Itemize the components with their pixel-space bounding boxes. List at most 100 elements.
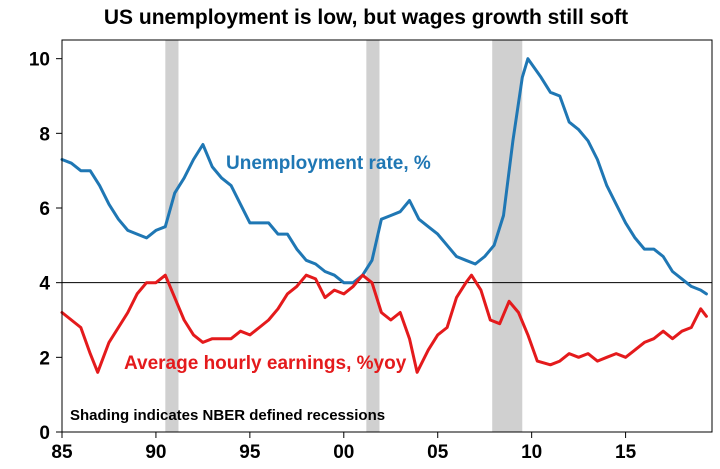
x-tick-label-95: 95 xyxy=(239,442,261,463)
data-point-earnings-69 xyxy=(705,315,708,318)
series-label-earnings: Average hourly earnings, %yoy xyxy=(124,353,407,374)
data-point-earnings-19 xyxy=(239,330,242,333)
data-point-unemployment-53 xyxy=(559,95,561,97)
data-point-unemployment-2 xyxy=(79,169,82,172)
data-point-unemployment-60 xyxy=(624,222,627,224)
data-point-earnings-9 xyxy=(145,281,148,284)
data-point-earnings-16 xyxy=(211,337,214,340)
data-point-unemployment-37 xyxy=(408,199,411,202)
data-point-unemployment-54 xyxy=(568,121,571,123)
data-point-unemployment-30 xyxy=(342,281,345,284)
data-point-unemployment-28 xyxy=(324,270,326,273)
data-point-earnings-1 xyxy=(70,319,73,321)
series-lines xyxy=(60,57,708,374)
data-point-earnings-62 xyxy=(643,341,646,344)
series-label-unemployment: Unemployment rate, % xyxy=(226,153,431,174)
x-tick-label-00: 00 xyxy=(333,442,354,463)
data-point-earnings-4 xyxy=(96,371,99,374)
data-point-unemployment-58 xyxy=(605,184,608,187)
data-point-earnings-60 xyxy=(624,356,627,359)
data-point-earnings-42 xyxy=(455,296,458,299)
data-point-earnings-52 xyxy=(549,364,552,366)
x-axis-ticks: 85 90 95 00 05 10 15 xyxy=(51,432,637,463)
data-point-unemployment-64 xyxy=(662,255,664,258)
data-point-earnings-3 xyxy=(89,352,91,355)
data-point-earnings-35 xyxy=(389,319,392,321)
data-point-unemployment-44 xyxy=(474,263,477,265)
data-point-earnings-50 xyxy=(527,334,529,336)
recession-note: Shading indicates NBER defined recession… xyxy=(70,407,385,424)
data-point-unemployment-3 xyxy=(89,169,91,172)
data-point-unemployment-49 xyxy=(521,76,524,79)
x-tick-label-90: 90 xyxy=(145,442,166,463)
data-point-unemployment-57 xyxy=(596,158,599,161)
y-tick-label-2: 2 xyxy=(39,348,50,369)
data-point-earnings-18 xyxy=(230,337,232,340)
data-point-unemployment-48 xyxy=(512,140,514,142)
data-point-earnings-68 xyxy=(699,308,702,310)
data-point-unemployment-16 xyxy=(211,166,214,168)
data-point-earnings-17 xyxy=(220,337,223,340)
recession-band-2 xyxy=(366,40,380,432)
data-point-earnings-15 xyxy=(202,341,204,344)
data-point-unemployment-17 xyxy=(220,177,223,179)
data-point-unemployment-63 xyxy=(652,248,655,250)
data-point-earnings-53 xyxy=(559,360,561,362)
data-point-unemployment-41 xyxy=(446,244,448,247)
data-point-earnings-65 xyxy=(671,337,674,340)
data-point-unemployment-69 xyxy=(705,293,708,295)
data-point-unemployment-68 xyxy=(699,289,702,291)
data-point-unemployment-42 xyxy=(455,255,458,258)
data-point-earnings-45 xyxy=(480,289,482,291)
data-point-earnings-11 xyxy=(164,274,167,277)
data-point-earnings-67 xyxy=(690,326,693,329)
data-point-earnings-10 xyxy=(155,281,157,284)
data-point-unemployment-7 xyxy=(126,229,129,232)
data-point-earnings-22 xyxy=(267,319,270,321)
data-point-earnings-6 xyxy=(117,326,120,329)
data-point-earnings-41 xyxy=(446,326,448,329)
data-point-unemployment-59 xyxy=(615,203,617,206)
data-point-unemployment-24 xyxy=(286,233,289,235)
data-point-unemployment-47 xyxy=(502,214,505,217)
data-point-earnings-57 xyxy=(596,360,599,362)
data-point-earnings-25 xyxy=(296,285,298,288)
data-point-earnings-26 xyxy=(305,274,308,277)
data-point-unemployment-62 xyxy=(643,248,646,250)
data-point-unemployment-26 xyxy=(305,259,308,262)
series-line-unemployment xyxy=(60,57,708,296)
data-point-unemployment-46 xyxy=(493,244,495,247)
data-point-earnings-14 xyxy=(192,334,195,336)
data-point-unemployment-13 xyxy=(183,177,185,179)
data-point-unemployment-39 xyxy=(427,225,430,228)
data-point-earnings-8 xyxy=(136,293,138,295)
data-point-unemployment-45 xyxy=(483,255,486,258)
data-point-earnings-5 xyxy=(108,341,110,344)
data-point-earnings-13 xyxy=(183,319,185,321)
data-point-unemployment-4 xyxy=(98,184,101,187)
data-point-unemployment-14 xyxy=(192,158,195,161)
data-point-earnings-21 xyxy=(258,326,261,329)
x-tick-label-05: 05 xyxy=(427,442,449,463)
data-point-earnings-36 xyxy=(399,311,401,314)
data-point-unemployment-36 xyxy=(399,210,401,213)
data-point-unemployment-51 xyxy=(540,76,542,79)
data-point-unemployment-25 xyxy=(296,248,298,250)
x-tick-label-85: 85 xyxy=(51,442,73,463)
data-point-unemployment-10 xyxy=(155,229,157,232)
data-point-unemployment-11 xyxy=(164,225,167,228)
x-tick-label-10: 10 xyxy=(521,442,542,463)
data-point-earnings-37 xyxy=(408,337,411,340)
data-point-unemployment-33 xyxy=(371,259,373,262)
data-point-earnings-46 xyxy=(489,319,492,321)
y-tick-label-0: 0 xyxy=(39,423,50,444)
data-point-earnings-58 xyxy=(605,356,608,359)
data-point-unemployment-21 xyxy=(258,222,261,224)
data-point-unemployment-12 xyxy=(173,192,176,194)
data-point-unemployment-19 xyxy=(239,203,242,206)
data-point-earnings-33 xyxy=(371,281,373,284)
data-point-unemployment-34 xyxy=(380,218,383,220)
data-point-unemployment-66 xyxy=(681,278,683,280)
